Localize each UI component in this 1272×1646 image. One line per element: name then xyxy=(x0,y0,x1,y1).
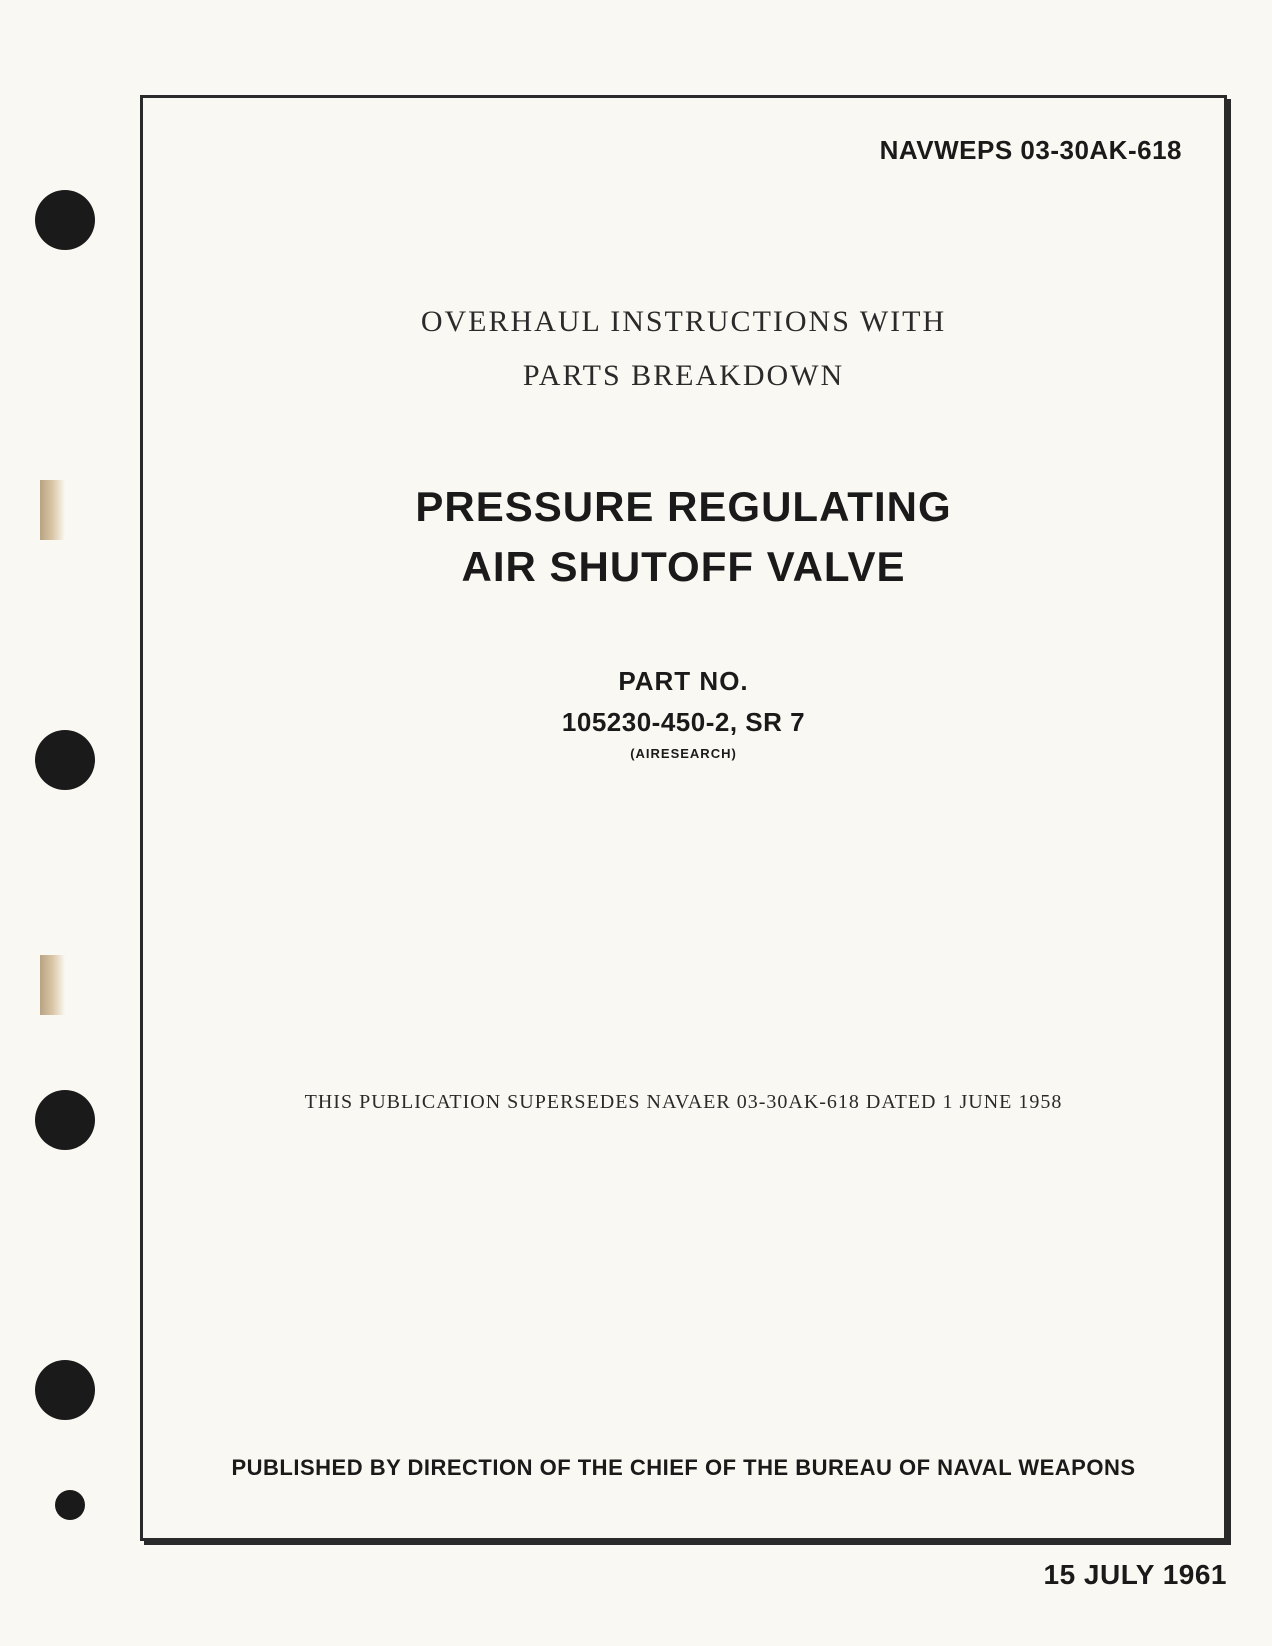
punch-hole-small xyxy=(55,1490,85,1520)
main-title-line-1: PRESSURE REGULATING xyxy=(415,483,951,531)
tear-mark xyxy=(40,480,65,540)
punch-hole xyxy=(35,730,95,790)
subtitle-line-2: PARTS BREAKDOWN xyxy=(523,359,844,393)
tear-mark xyxy=(40,955,65,1015)
manufacturer: (AIRESEARCH) xyxy=(630,746,737,761)
part-number-label: PART NO. xyxy=(618,666,748,697)
document-page: NAVWEPS 03-30AK-618 OVERHAUL INSTRUCTION… xyxy=(0,0,1272,1646)
subtitle-line-1: OVERHAUL INSTRUCTIONS WITH xyxy=(421,305,946,339)
punch-hole xyxy=(35,1360,95,1420)
publication-date: 15 JULY 1961 xyxy=(1044,1559,1228,1591)
punch-hole xyxy=(35,1090,95,1150)
content-area: OVERHAUL INSTRUCTIONS WITH PARTS BREAKDO… xyxy=(140,95,1227,1541)
punch-hole xyxy=(35,190,95,250)
supersedes-text: THIS PUBLICATION SUPERSEDES NAVAER 03-30… xyxy=(305,1091,1063,1114)
main-title-line-2: AIR SHUTOFF VALVE xyxy=(461,543,905,591)
part-number-value: 105230-450-2, SR 7 xyxy=(562,707,805,738)
publisher-text: PUBLISHED BY DIRECTION OF THE CHIEF OF T… xyxy=(140,1455,1227,1481)
